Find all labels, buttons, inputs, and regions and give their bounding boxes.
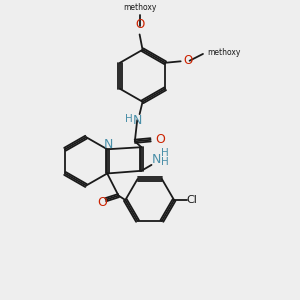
Text: O: O xyxy=(135,18,144,31)
Text: N: N xyxy=(133,113,142,127)
Text: H: H xyxy=(125,115,133,124)
Text: N: N xyxy=(103,138,113,151)
Text: methoxy: methoxy xyxy=(207,48,240,57)
Text: O: O xyxy=(155,133,165,146)
Text: methoxy: methoxy xyxy=(123,3,156,12)
Text: O: O xyxy=(184,54,193,67)
Text: H: H xyxy=(161,148,169,158)
Text: N: N xyxy=(152,153,161,166)
Text: H: H xyxy=(161,157,169,167)
Text: Cl: Cl xyxy=(186,195,197,205)
Text: O: O xyxy=(97,196,107,208)
